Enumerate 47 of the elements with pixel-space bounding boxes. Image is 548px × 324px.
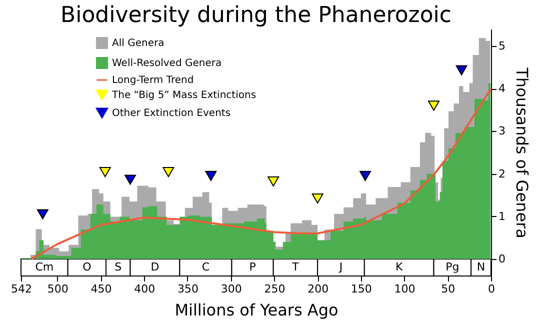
x-tick-label: 350: [177, 282, 198, 296]
x-tick-label: 250: [264, 282, 286, 296]
band-label: D: [150, 260, 160, 274]
band-label: Pg: [446, 260, 460, 274]
legend-label: Other Extinction Events: [112, 108, 231, 119]
x-tick-label: 200: [308, 282, 329, 296]
y-tick-label: 1: [498, 210, 506, 223]
legend-label: The “Big 5” Mass Extinctions: [111, 90, 256, 101]
x-tick-label: 150: [350, 282, 372, 296]
band-label: Cm: [35, 260, 54, 274]
x-tick-label: 542: [11, 282, 32, 296]
y-tick-label: 0: [498, 252, 506, 266]
y-axis-title: Thousands of Genera: [512, 66, 532, 238]
x-tick-label: 0: [488, 282, 495, 296]
point: [360, 170, 372, 181]
x-tick-label: 450: [90, 282, 112, 296]
legend-label: All Genera: [112, 38, 164, 49]
x-tick-label: 50: [441, 282, 456, 296]
band-label: T: [291, 260, 300, 274]
y-tick-label: 3: [498, 124, 506, 138]
point: [99, 167, 111, 178]
y-tick-label: 2: [498, 167, 506, 180]
point: [162, 167, 174, 178]
x-tick-label: 400: [134, 282, 156, 296]
x-tick-label: 500: [47, 282, 68, 296]
band-label: N: [476, 260, 486, 274]
point: [268, 176, 280, 186]
chart-title: Biodiversity during the Phanerozoic: [60, 3, 452, 28]
band-label: J: [338, 260, 343, 274]
point: [428, 100, 440, 111]
band-label: O: [82, 260, 92, 274]
legend-label: Well-Resolved Genera: [112, 58, 222, 69]
band-label: P: [249, 260, 256, 274]
band-label: S: [114, 260, 122, 274]
legend-label: Long-Term Trend: [112, 75, 194, 86]
y-tick-label: 4: [498, 82, 506, 96]
point: [456, 65, 468, 76]
y-tick-label: 5: [498, 40, 506, 53]
point: [124, 174, 136, 185]
point: [205, 170, 217, 181]
point: [36, 209, 48, 220]
x-axis-title: Millions of Years Ago: [174, 300, 338, 320]
x-tick-label: 300: [220, 282, 242, 296]
x-tick-label: 100: [394, 282, 416, 296]
band-label: K: [395, 260, 404, 274]
band-label: C: [202, 260, 210, 274]
point: [312, 193, 324, 204]
